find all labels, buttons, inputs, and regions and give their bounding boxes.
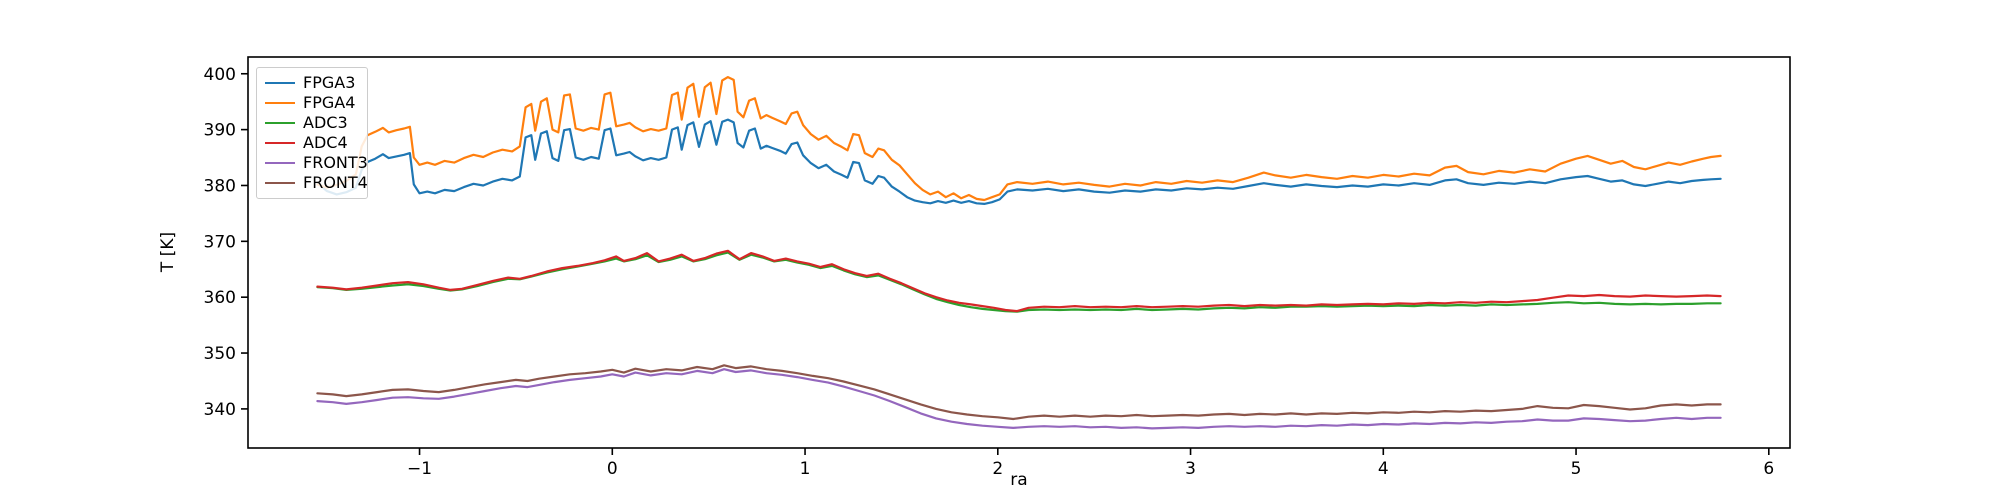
legend-line-swatch <box>265 142 295 144</box>
x-tick-label: 3 <box>1185 459 1196 479</box>
x-tick-label: 0 <box>607 459 618 479</box>
y-tick-label: 370 <box>204 232 236 252</box>
x-tick-label: −1 <box>407 459 432 479</box>
y-tick-label: 400 <box>204 65 236 85</box>
x-tick-label: 2 <box>992 459 1003 479</box>
y-tick-label: 380 <box>204 176 236 196</box>
legend-item-front4: FRONT4 <box>265 173 368 193</box>
y-tick-label: 350 <box>204 344 236 364</box>
legend-label: FRONT3 <box>303 153 368 172</box>
legend-line-swatch <box>265 162 295 164</box>
x-tick-label: 4 <box>1378 459 1389 479</box>
y-tick-label: 360 <box>204 288 236 308</box>
legend-label: FRONT4 <box>303 173 368 192</box>
series-line-adc3 <box>316 251 1722 313</box>
legend-label: ADC3 <box>303 113 348 132</box>
series-line-fpga4 <box>316 75 1722 202</box>
series-line-front3 <box>316 368 1722 430</box>
y-axis-label: T [K] <box>158 231 178 273</box>
series-line-adc4 <box>316 249 1722 313</box>
x-axis-label: ra <box>1010 470 1028 490</box>
y-tick-label: 340 <box>204 400 236 420</box>
x-tick-label: 5 <box>1571 459 1582 479</box>
legend-line-swatch <box>265 82 295 84</box>
legend-item-adc3: ADC3 <box>265 113 359 133</box>
axes-spines <box>247 56 1791 449</box>
legend: FPGA3 FPGA4 ADC3 ADC4 FRONT3 FRONT4 <box>256 67 368 199</box>
legend-item-front3: FRONT3 <box>265 153 368 173</box>
y-tick-label: 390 <box>204 121 236 141</box>
x-tick-label: 1 <box>800 459 811 479</box>
legend-label: ADC4 <box>303 133 348 152</box>
series-line-fpga3 <box>316 118 1722 205</box>
legend-label: FPGA4 <box>303 93 356 112</box>
legend-item-fpga4: FPGA4 <box>265 93 359 113</box>
x-tick-label: 6 <box>1763 459 1774 479</box>
legend-item-adc4: ADC4 <box>265 133 359 153</box>
legend-line-swatch <box>265 182 295 184</box>
series-line-front4 <box>316 364 1722 421</box>
legend-line-swatch <box>265 102 295 104</box>
legend-item-fpga3: FPGA3 <box>265 73 359 93</box>
legend-label: FPGA3 <box>303 73 356 92</box>
legend-line-swatch <box>265 122 295 124</box>
